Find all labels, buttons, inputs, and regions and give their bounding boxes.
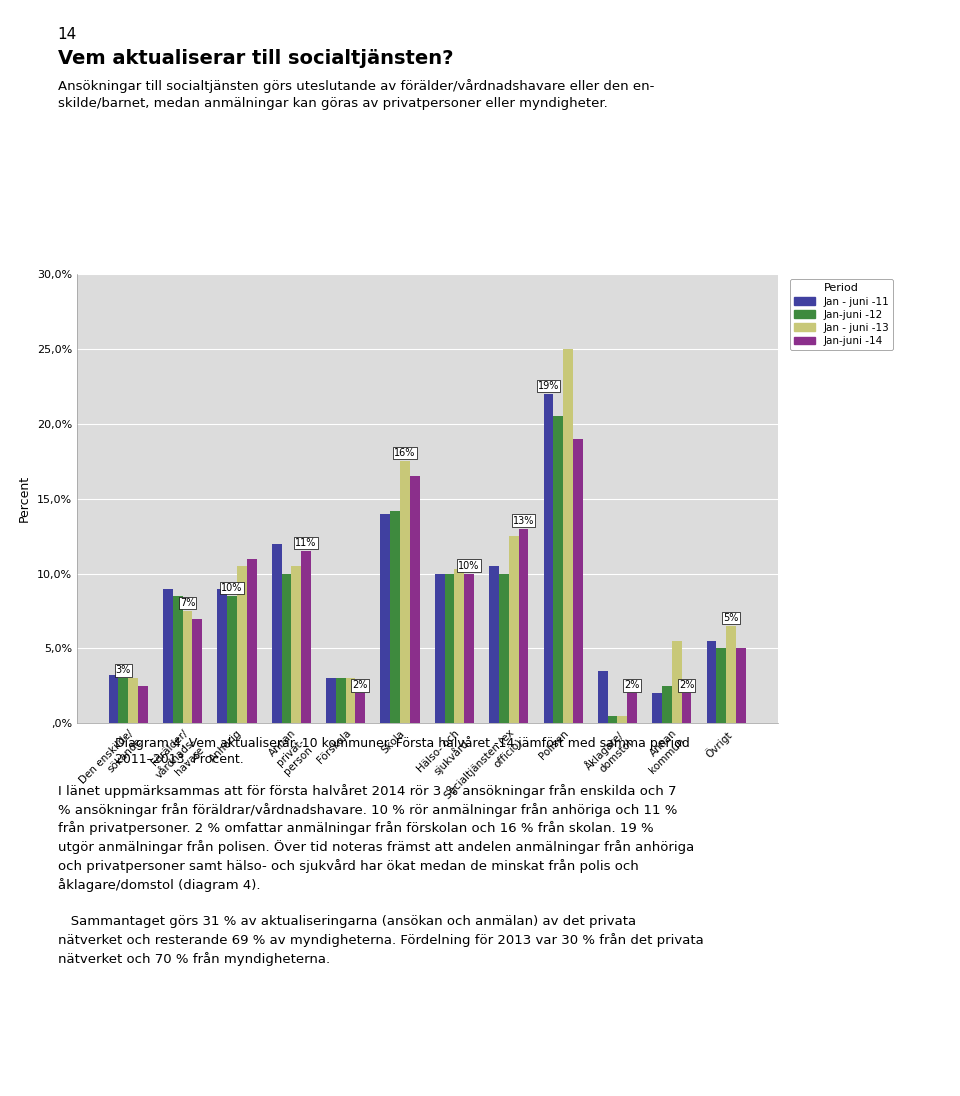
Bar — [499, 573, 509, 723]
Bar — [291, 566, 301, 723]
Bar — [163, 589, 173, 723]
Bar — [217, 589, 228, 723]
Bar — [355, 694, 365, 723]
Legend: Jan - juni -11, Jan-juni -12, Jan - juni -13, Jan-juni -14: Jan - juni -11, Jan-juni -12, Jan - juni… — [790, 279, 893, 350]
Bar — [543, 393, 553, 723]
Bar — [247, 559, 256, 723]
Bar — [301, 551, 311, 723]
Bar — [138, 686, 148, 723]
Bar — [336, 678, 346, 723]
Bar — [272, 544, 281, 723]
Bar — [173, 596, 182, 723]
Bar — [435, 573, 444, 723]
Bar — [454, 569, 465, 723]
Bar — [672, 641, 682, 723]
Bar — [598, 671, 608, 723]
Text: Diagram 4. Vem aktualiserar. 10 kommuner. Första halvåret -14 jämfört med samma : Diagram 4. Vem aktualiserar. 10 kommuner… — [115, 737, 690, 766]
Bar — [182, 612, 192, 723]
Bar — [326, 678, 336, 723]
Text: 2%: 2% — [624, 681, 639, 690]
Bar — [608, 716, 617, 723]
Text: I länet uppmärksammas att för första halvåret 2014 rör 3 % ansökningar från ensk: I länet uppmärksammas att för första hal… — [58, 784, 694, 892]
Bar — [390, 511, 400, 723]
Text: Sammantaget görs 31 % av aktualiseringarna (ansökan och anmälan) av det privata
: Sammantaget görs 31 % av aktualiseringar… — [58, 915, 704, 966]
Text: 2%: 2% — [352, 681, 368, 690]
Bar — [490, 566, 499, 723]
Text: 13%: 13% — [513, 515, 534, 526]
Text: 7%: 7% — [180, 598, 195, 608]
Bar — [682, 694, 691, 723]
Text: Vem aktualiserar till socialtjänsten?: Vem aktualiserar till socialtjänsten? — [58, 49, 453, 68]
Bar — [736, 649, 746, 723]
Y-axis label: Percent: Percent — [18, 476, 31, 522]
Bar — [228, 596, 237, 723]
Bar — [627, 694, 637, 723]
Bar — [509, 536, 518, 723]
Bar — [716, 649, 726, 723]
Bar — [237, 566, 247, 723]
Bar — [652, 694, 662, 723]
Bar — [192, 618, 203, 723]
Bar — [410, 476, 420, 723]
Bar — [726, 626, 736, 723]
Bar — [380, 514, 390, 723]
Bar — [564, 349, 573, 723]
Bar — [444, 573, 454, 723]
Bar — [518, 528, 528, 723]
Bar — [129, 678, 138, 723]
Text: Ansökningar till socialtjänsten görs uteslutande av förälder/vårdnadshavare elle: Ansökningar till socialtjänsten görs ute… — [58, 79, 654, 110]
Bar — [108, 675, 118, 723]
Text: 10%: 10% — [222, 583, 243, 593]
Bar — [707, 641, 716, 723]
Text: 14: 14 — [58, 27, 77, 43]
Bar — [400, 461, 410, 723]
Text: 10%: 10% — [458, 560, 480, 571]
Bar — [553, 416, 564, 723]
Text: 5%: 5% — [724, 613, 739, 623]
Text: 16%: 16% — [395, 448, 416, 458]
Bar — [465, 573, 474, 723]
Bar — [617, 716, 627, 723]
Bar — [573, 438, 583, 723]
Text: 3%: 3% — [116, 665, 131, 675]
Text: 19%: 19% — [538, 380, 559, 391]
Bar — [118, 678, 129, 723]
Text: 11%: 11% — [296, 538, 317, 548]
Bar — [346, 678, 355, 723]
Text: 2%: 2% — [679, 681, 694, 690]
Bar — [281, 573, 291, 723]
Bar — [662, 686, 672, 723]
